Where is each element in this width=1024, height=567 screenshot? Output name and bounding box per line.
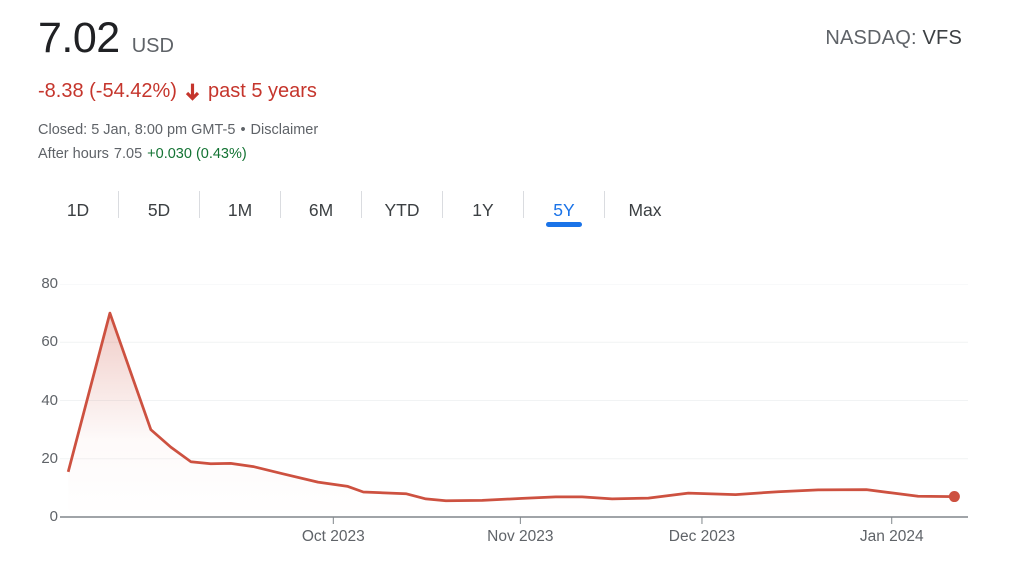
change-value: -8.38 (-54.42%): [38, 80, 177, 102]
tab-max[interactable]: Max: [605, 188, 685, 228]
tab-divider: [118, 191, 119, 218]
time-range-tabs: 1D 5D 1M 6M YTD 1Y 5Y Max: [38, 188, 685, 228]
tab-6m[interactable]: 6M: [281, 188, 361, 228]
market-status-row: Closed: 5 Jan, 8:00 pm GMT-5 • Disclaime…: [38, 122, 318, 138]
price-chart-block: 0 20 40 60 80 Oct 2023 Nov 2023 Dec 2023 Jan 202…: [0, 272, 1024, 564]
tab-1d[interactable]: 1D: [38, 188, 118, 228]
y-axis-label-40: 40: [41, 391, 58, 409]
tab-divider: [199, 191, 200, 218]
disclaimer-link[interactable]: Disclaimer: [250, 122, 319, 138]
after-hours-change: +0.030 (0.43%): [147, 146, 247, 162]
after-hours-label: After hours: [38, 146, 109, 162]
after-hours-price: 7.05: [113, 146, 143, 162]
price-change-row: -8.38 (-54.42%) past 5 years: [38, 80, 317, 103]
tab-1m[interactable]: 1M: [200, 188, 280, 228]
y-axis-label-60: 60: [41, 333, 58, 351]
closed-status: Closed: 5 Jan, 8:00 pm GMT-5: [38, 122, 236, 138]
y-axis-label-80: 80: [41, 275, 58, 292]
after-hours-row: After hours 7.05 +0.030 (0.43%): [38, 146, 247, 162]
x-axis-label: Dec 2023: [668, 528, 736, 545]
price-line: [66, 311, 955, 503]
arrow-down-icon: [184, 82, 201, 101]
x-axis-label: Nov 2023: [487, 528, 554, 545]
exchange-ticker: NASDAQ: VFS: [825, 27, 962, 50]
area-fill: [68, 313, 955, 517]
tab-1y[interactable]: 1Y: [443, 188, 523, 228]
exchange-label: NASDAQ:: [825, 27, 917, 49]
tab-divider: [604, 191, 605, 218]
separator-dot: •: [240, 122, 246, 138]
change-period: past 5 years: [207, 80, 317, 102]
x-axis-label: Jan 2024: [859, 528, 924, 545]
tab-divider: [361, 191, 362, 218]
latest-price-dot: [948, 491, 960, 503]
ticker-symbol: VFS: [922, 27, 962, 49]
tab-5y[interactable]: 5Y: [524, 188, 604, 228]
active-tab-underline: [546, 222, 582, 227]
price-header: 7.02 USD: [38, 12, 174, 64]
tab-ytd[interactable]: YTD: [362, 188, 442, 228]
tab-divider: [280, 191, 281, 218]
y-axis-label-20: 20: [41, 449, 58, 467]
tab-5d[interactable]: 5D: [119, 188, 199, 228]
tab-divider: [523, 191, 524, 218]
y-axis-label-0: 0: [49, 508, 58, 525]
x-axis-label: Oct 2023: [301, 528, 365, 545]
tab-divider: [442, 191, 443, 218]
current-price: 7.02: [38, 14, 120, 62]
currency-label: USD: [131, 35, 174, 57]
price-chart[interactable]: [60, 284, 968, 526]
